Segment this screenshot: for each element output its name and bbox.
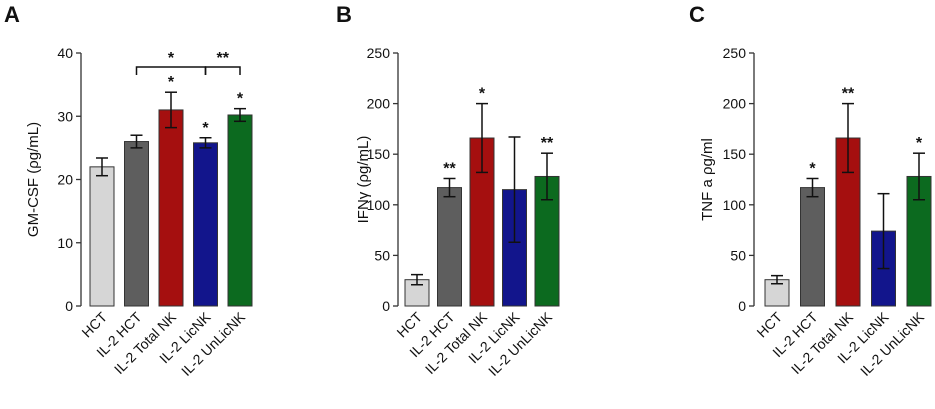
- panel-letter: C: [689, 2, 705, 27]
- significance-marker: *: [479, 86, 486, 103]
- significance-marker: *: [916, 135, 923, 152]
- bar-5: [227, 114, 253, 307]
- bar-5: [534, 175, 560, 307]
- y-tick-label: 40: [57, 45, 73, 61]
- panel-letter: B: [336, 2, 352, 27]
- y-tick-label: 10: [57, 235, 73, 251]
- category-label: HCT: [753, 308, 785, 340]
- y-axis-label: IFNγ (ρg/mL): [355, 136, 372, 224]
- bar-1: [89, 166, 115, 307]
- significance-marker: **: [842, 86, 855, 103]
- bar-4: [193, 142, 218, 307]
- y-tick-label: 250: [723, 45, 747, 61]
- bar-3: [158, 109, 184, 307]
- y-tick-label: 150: [723, 146, 747, 162]
- y-axis-label: TNF a ρg/ml: [699, 138, 716, 221]
- y-tick-label: 50: [730, 247, 746, 263]
- y-tick-label: 200: [367, 96, 391, 112]
- y-axis-label: GM-CSF (ρg/mL): [25, 122, 42, 237]
- y-tick-label: 50: [374, 247, 390, 263]
- y-tick-label: 100: [723, 197, 747, 213]
- significance-marker: *: [168, 74, 175, 91]
- significance-marker: *: [202, 120, 209, 137]
- bracket-label: **: [217, 50, 230, 67]
- y-tick-label: 150: [367, 146, 391, 162]
- y-tick-label: 30: [57, 108, 73, 124]
- y-tick-label: 200: [723, 96, 747, 112]
- y-tick-label: 0: [65, 298, 73, 314]
- comparison-bracket: [204, 66, 241, 75]
- y-tick-label: 100: [367, 197, 391, 213]
- y-tick-label: 0: [382, 298, 390, 314]
- bar-2: [800, 187, 825, 307]
- bracket-label: *: [168, 50, 175, 67]
- significance-marker: **: [541, 135, 554, 152]
- bar-2: [437, 187, 462, 307]
- significance-marker: **: [443, 160, 456, 177]
- y-tick-label: 250: [367, 45, 391, 61]
- panel-letter: A: [4, 2, 20, 27]
- y-tick-label: 0: [738, 298, 746, 314]
- bar-2: [124, 141, 149, 307]
- significance-marker: *: [809, 160, 816, 177]
- y-tick-label: 20: [57, 172, 73, 188]
- significance-marker: *: [237, 91, 244, 108]
